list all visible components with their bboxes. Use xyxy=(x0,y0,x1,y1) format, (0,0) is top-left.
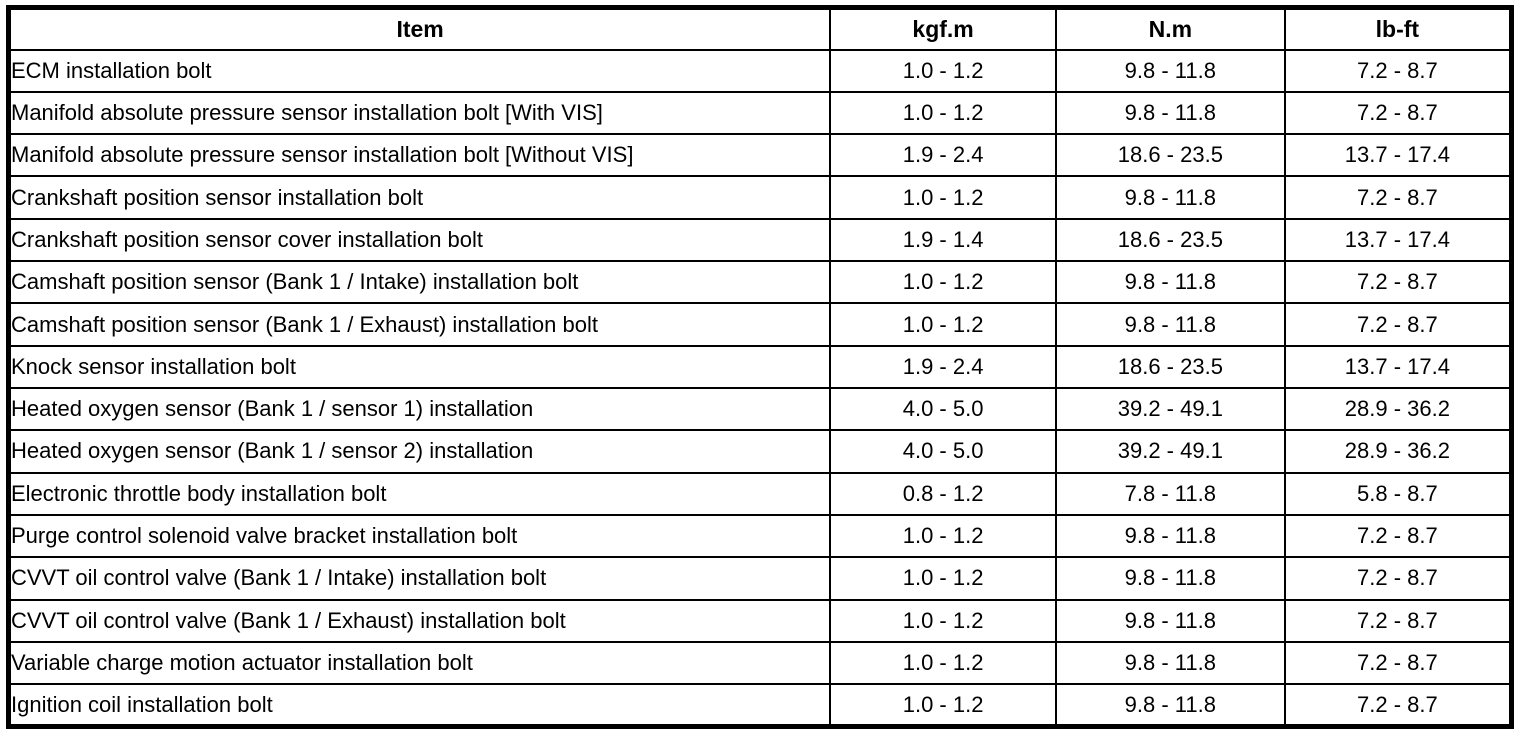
item-cell: ECM installation bolt xyxy=(7,48,832,93)
table-row: Knock sensor installation bolt 1.9 - 2.4… xyxy=(7,344,1513,390)
lbft-cell: 7.2 - 8.7 xyxy=(1283,640,1513,686)
lbft-cell: 13.7 - 17.4 xyxy=(1283,344,1513,390)
header-row: Item kgf.m N.m lb-ft xyxy=(7,6,1513,51)
item-cell: Variable charge motion actuator installa… xyxy=(7,640,832,686)
kgfm-cell: 1.0 - 1.2 xyxy=(829,175,1057,220)
table-row: CVVT oil control valve (Bank 1 / Intake)… xyxy=(7,556,1513,601)
kgfm-cell: 1.0 - 1.2 xyxy=(829,513,1057,559)
nm-cell: 9.8 - 11.8 xyxy=(1054,556,1286,601)
column-header-kgfm: kgf.m xyxy=(829,6,1057,51)
kgfm-cell: 1.0 - 1.2 xyxy=(829,683,1057,728)
nm-cell: 18.6 - 23.5 xyxy=(1054,217,1286,263)
column-header-nm: N.m xyxy=(1054,6,1286,51)
item-cell: Ignition coil installation bolt xyxy=(7,683,832,728)
column-header-lbft: lb-ft xyxy=(1283,6,1513,51)
nm-cell: 9.8 - 11.8 xyxy=(1054,175,1286,220)
lbft-cell: 28.9 - 36.2 xyxy=(1283,386,1513,432)
kgfm-cell: 1.9 - 2.4 xyxy=(829,133,1057,178)
nm-cell: 39.2 - 49.1 xyxy=(1054,386,1286,432)
table-row: Ignition coil installation bolt 1.0 - 1.… xyxy=(7,683,1513,728)
item-cell: Knock sensor installation bolt xyxy=(7,344,832,390)
table-row: Camshaft position sensor (Bank 1 / Exhau… xyxy=(7,302,1513,347)
table-body: ECM installation bolt 1.0 - 1.2 9.8 - 11… xyxy=(7,48,1513,728)
table-row: Electronic throttle body installation bo… xyxy=(7,471,1513,516)
nm-cell: 9.8 - 11.8 xyxy=(1054,90,1286,136)
nm-cell: 9.8 - 11.8 xyxy=(1054,260,1286,305)
nm-cell: 9.8 - 11.8 xyxy=(1054,48,1286,93)
lbft-cell: 7.2 - 8.7 xyxy=(1283,598,1513,643)
nm-cell: 39.2 - 49.1 xyxy=(1054,429,1286,474)
lbft-cell: 7.2 - 8.7 xyxy=(1283,513,1513,559)
nm-cell: 7.8 - 11.8 xyxy=(1054,471,1286,516)
lbft-cell: 7.2 - 8.7 xyxy=(1283,90,1513,136)
torque-spec-table: Item kgf.m N.m lb-ft ECM installation bo… xyxy=(6,5,1514,729)
lbft-cell: 7.2 - 8.7 xyxy=(1283,175,1513,220)
lbft-cell: 7.2 - 8.7 xyxy=(1283,556,1513,601)
table-row: Variable charge motion actuator installa… xyxy=(7,640,1513,686)
table-row: CVVT oil control valve (Bank 1 / Exhaust… xyxy=(7,598,1513,643)
item-cell: CVVT oil control valve (Bank 1 / Intake)… xyxy=(7,556,832,601)
item-cell: Manifold absolute pressure sensor instal… xyxy=(7,90,832,136)
item-cell: Crankshaft position sensor installation … xyxy=(7,175,832,220)
kgfm-cell: 4.0 - 5.0 xyxy=(829,429,1057,474)
lbft-cell: 7.2 - 8.7 xyxy=(1283,683,1513,728)
table-row: Manifold absolute pressure sensor instal… xyxy=(7,133,1513,178)
nm-cell: 18.6 - 23.5 xyxy=(1054,133,1286,178)
item-cell: Manifold absolute pressure sensor instal… xyxy=(7,133,832,178)
kgfm-cell: 1.0 - 1.2 xyxy=(829,260,1057,305)
lbft-cell: 7.2 - 8.7 xyxy=(1283,302,1513,347)
nm-cell: 9.8 - 11.8 xyxy=(1054,302,1286,347)
table-row: Crankshaft position sensor cover install… xyxy=(7,217,1513,263)
table-row: Heated oxygen sensor (Bank 1 / sensor 2)… xyxy=(7,429,1513,474)
nm-cell: 9.8 - 11.8 xyxy=(1054,598,1286,643)
item-cell: CVVT oil control valve (Bank 1 / Exhaust… xyxy=(7,598,832,643)
kgfm-cell: 0.8 - 1.2 xyxy=(829,471,1057,516)
nm-cell: 9.8 - 11.8 xyxy=(1054,513,1286,559)
table-row: Crankshaft position sensor installation … xyxy=(7,175,1513,220)
kgfm-cell: 1.9 - 2.4 xyxy=(829,344,1057,390)
column-header-item: Item xyxy=(7,6,832,51)
kgfm-cell: 1.0 - 1.2 xyxy=(829,556,1057,601)
kgfm-cell: 1.9 - 1.4 xyxy=(829,217,1057,263)
table-row: ECM installation bolt 1.0 - 1.2 9.8 - 11… xyxy=(7,48,1513,93)
item-cell: Heated oxygen sensor (Bank 1 / sensor 1)… xyxy=(7,386,832,432)
nm-cell: 9.8 - 11.8 xyxy=(1054,640,1286,686)
lbft-cell: 5.8 - 8.7 xyxy=(1283,471,1513,516)
table-header: Item kgf.m N.m lb-ft xyxy=(7,6,1513,51)
nm-cell: 9.8 - 11.8 xyxy=(1054,683,1286,728)
item-cell: Heated oxygen sensor (Bank 1 / sensor 2)… xyxy=(7,429,832,474)
item-cell: Electronic throttle body installation bo… xyxy=(7,471,832,516)
lbft-cell: 7.2 - 8.7 xyxy=(1283,260,1513,305)
kgfm-cell: 1.0 - 1.2 xyxy=(829,90,1057,136)
kgfm-cell: 4.0 - 5.0 xyxy=(829,386,1057,432)
item-cell: Camshaft position sensor (Bank 1 / Intak… xyxy=(7,260,832,305)
item-cell: Purge control solenoid valve bracket ins… xyxy=(7,513,832,559)
lbft-cell: 28.9 - 36.2 xyxy=(1283,429,1513,474)
table-row: Manifold absolute pressure sensor instal… xyxy=(7,90,1513,136)
table-row: Purge control solenoid valve bracket ins… xyxy=(7,513,1513,559)
item-cell: Crankshaft position sensor cover install… xyxy=(7,217,832,263)
nm-cell: 18.6 - 23.5 xyxy=(1054,344,1286,390)
item-cell: Camshaft position sensor (Bank 1 / Exhau… xyxy=(7,302,832,347)
kgfm-cell: 1.0 - 1.2 xyxy=(829,598,1057,643)
kgfm-cell: 1.0 - 1.2 xyxy=(829,302,1057,347)
table-row: Heated oxygen sensor (Bank 1 / sensor 1)… xyxy=(7,386,1513,432)
lbft-cell: 7.2 - 8.7 xyxy=(1283,48,1513,93)
lbft-cell: 13.7 - 17.4 xyxy=(1283,217,1513,263)
kgfm-cell: 1.0 - 1.2 xyxy=(829,640,1057,686)
lbft-cell: 13.7 - 17.4 xyxy=(1283,133,1513,178)
table-row: Camshaft position sensor (Bank 1 / Intak… xyxy=(7,260,1513,305)
kgfm-cell: 1.0 - 1.2 xyxy=(829,48,1057,93)
